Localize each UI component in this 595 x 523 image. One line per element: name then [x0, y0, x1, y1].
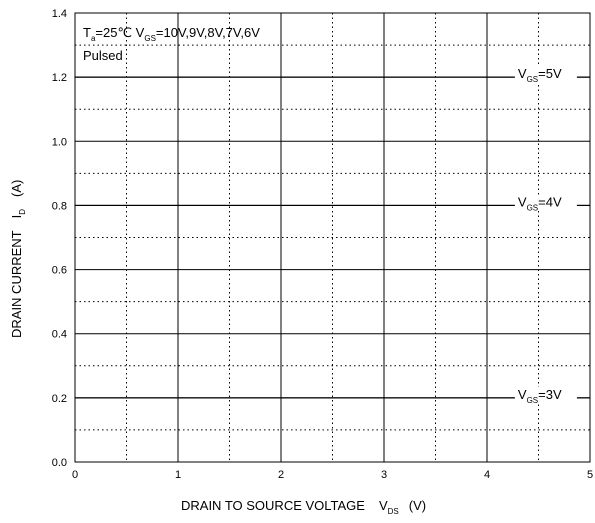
x-tick-label: 3 — [381, 469, 387, 481]
series-label-bg — [514, 66, 577, 83]
series-label-bg — [514, 386, 577, 403]
x-tick-label: 0 — [72, 469, 78, 481]
series-label: VGS=4V — [518, 194, 562, 212]
x-axis-label: DRAIN TO SOURCE VOLTAGE VDS (V) — [181, 498, 426, 516]
y-tick-label: 0.6 — [52, 265, 67, 277]
series-layer — [75, 76, 590, 399]
y-tick-label: 0.0 — [52, 457, 67, 469]
plot-frame — [74, 12, 591, 463]
series-label-bg — [514, 194, 577, 211]
x-tick-labels: 0 1 2 3 4 5 — [72, 469, 593, 481]
minor-grid — [75, 13, 590, 462]
series-label: VGS=5V — [518, 66, 562, 84]
y-tick-label: 0.4 — [52, 329, 67, 341]
x-tick-label: 5 — [587, 469, 593, 481]
x-tick-label: 1 — [175, 469, 181, 481]
y-tick-label: 1.4 — [52, 8, 67, 20]
y-tick-label: 0.2 — [52, 393, 67, 405]
y-axis-label: DRAIN CURRENTID(A) — [9, 180, 27, 338]
y-tick-label: 0.8 — [52, 200, 67, 212]
x-tick-label: 4 — [484, 469, 490, 481]
series-label: VGS=3V — [518, 387, 562, 405]
y-tick-labels: 0.0 0.2 0.4 0.6 0.8 1.0 1.2 1.4 — [52, 8, 67, 469]
series-labels: VGS=5V VGS=4V VGS=3V — [514, 66, 577, 405]
conditions-annotation: Ta=25℃ VGS=10V,9V,8V,7V,6V — [83, 25, 260, 43]
y-tick-label: 1.2 — [52, 72, 67, 84]
x-tick-label: 2 — [278, 469, 284, 481]
pulsed-annotation: Pulsed — [83, 48, 123, 63]
y-tick-label: 1.0 — [52, 136, 67, 148]
